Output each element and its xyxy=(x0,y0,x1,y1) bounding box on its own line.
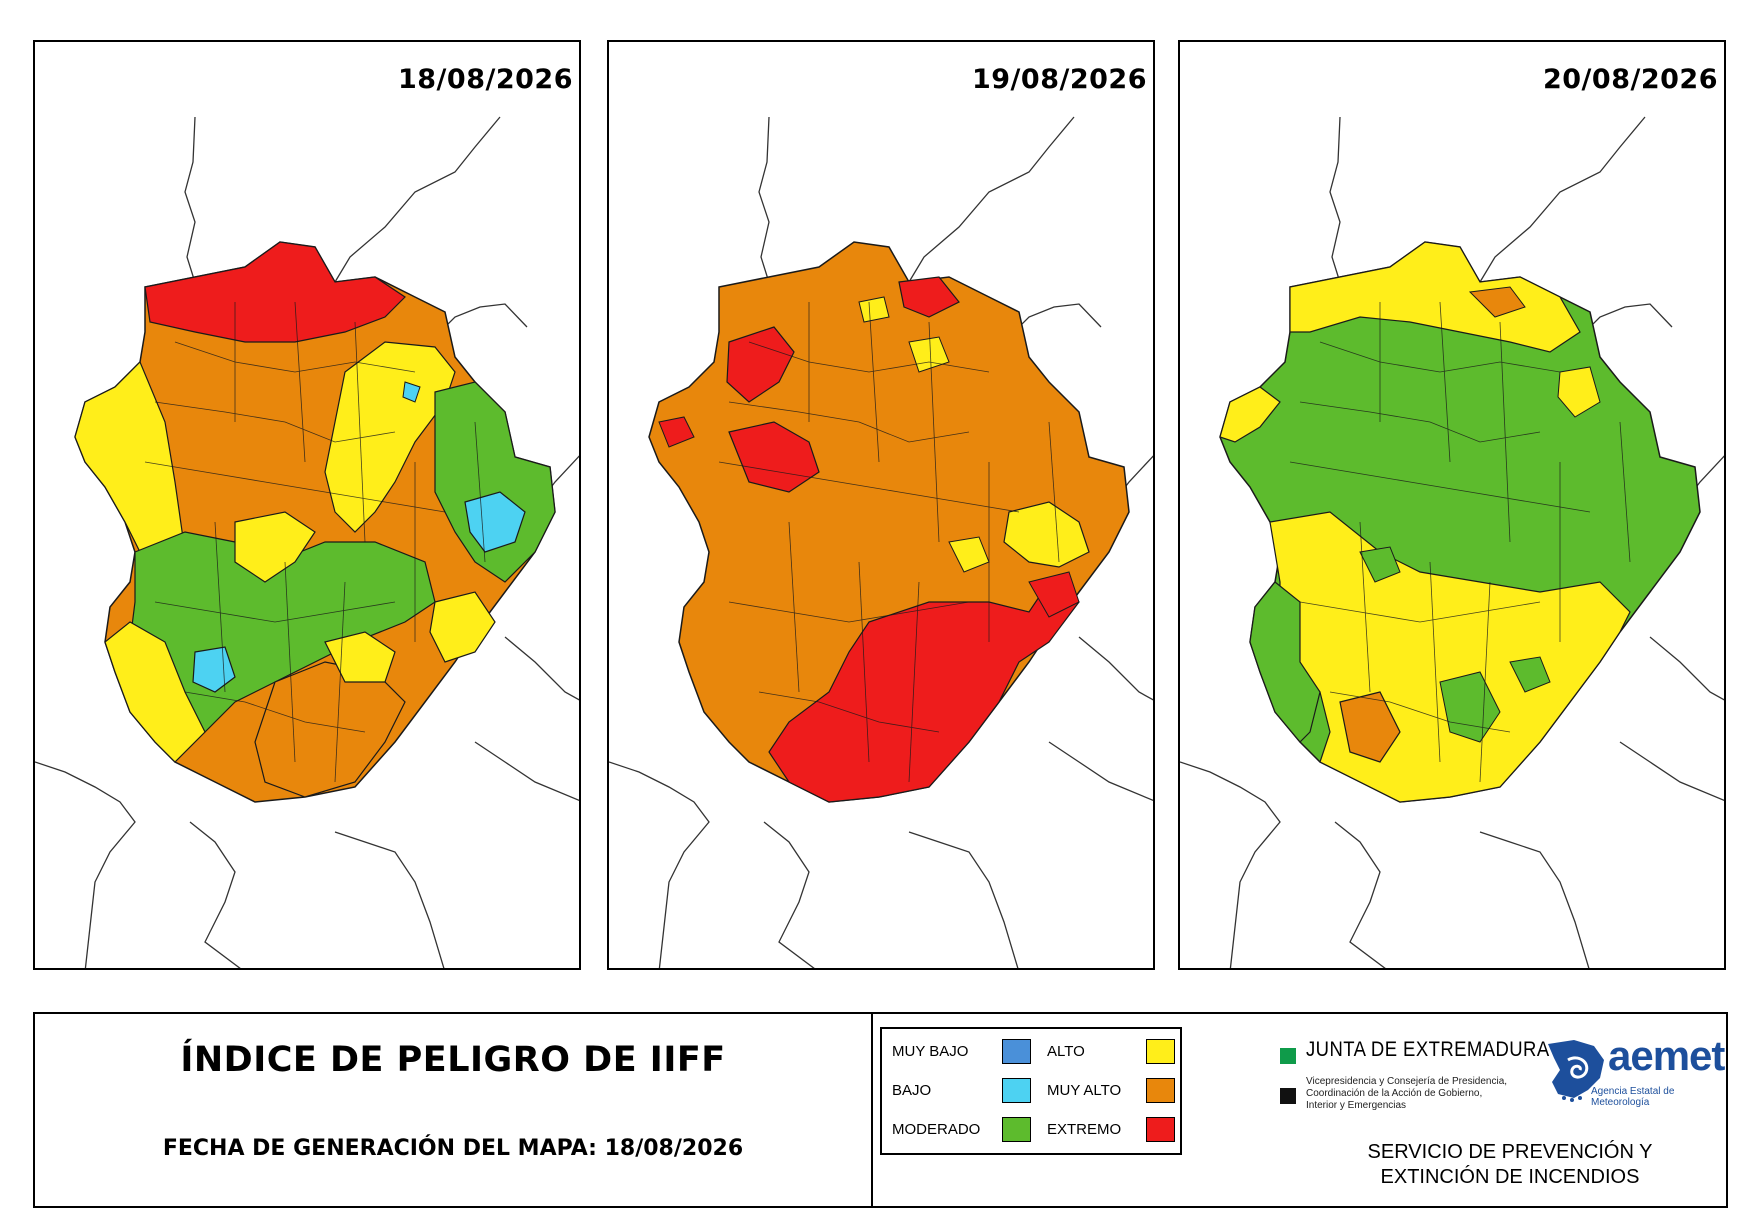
junta-subtitle: Vicepresidencia y Consejería de Presiden… xyxy=(1306,1076,1536,1112)
service-line-2: EXTINCIÓN DE INCENDIOS xyxy=(1380,1166,1640,1188)
legend-swatch xyxy=(1002,1039,1031,1064)
junta-green-square xyxy=(1280,1048,1296,1064)
legend-row: MUY BAJO ALTO xyxy=(890,1037,1176,1067)
junta-black-square xyxy=(1280,1088,1296,1104)
legend-row: BAJO MUY ALTO xyxy=(890,1076,1176,1106)
service-name: SERVICIO DE PREVENCIÓN Y EXTINCIÓN DE IN… xyxy=(1300,1140,1720,1190)
legend-label: ALTO xyxy=(1047,1043,1085,1060)
legend-swatch xyxy=(1146,1039,1175,1064)
legend-label: MUY BAJO xyxy=(892,1043,969,1060)
legend-swatch xyxy=(1002,1117,1031,1142)
map-panel-day-3: 20/08/2026 xyxy=(1178,40,1726,970)
map-panel-day-2: 19/08/2026 xyxy=(607,40,1155,970)
legend-swatch xyxy=(1146,1078,1175,1103)
map-date-label: 19/08/2026 xyxy=(971,64,1147,95)
map-panel-day-1: 18/08/2026 xyxy=(33,40,581,970)
legend-swatch xyxy=(1002,1078,1031,1103)
region-map-day-2 xyxy=(609,116,1153,968)
generation-date: FECHA DE GENERACIÓN DEL MAPA: 18/08/2026 xyxy=(162,1136,744,1161)
legend-row: MODERADO EXTREMO xyxy=(890,1115,1176,1145)
legend-label: MODERADO xyxy=(892,1121,981,1138)
legend-label: EXTREMO xyxy=(1047,1121,1122,1138)
junta-subtitle-line: Interior y Emergencias xyxy=(1306,1100,1407,1111)
legend-swatch xyxy=(1146,1117,1175,1142)
logos-block: JUNTA DE EXTREMADURA Vicepresidencia y C… xyxy=(1278,1032,1728,1118)
map-date-label: 20/08/2026 xyxy=(1542,64,1718,95)
service-line-1: SERVICIO DE PREVENCIÓN Y xyxy=(1367,1141,1653,1163)
region-map-day-1 xyxy=(35,116,579,968)
junta-subtitle-line: Coordinación de la Acción de Gobierno, xyxy=(1306,1088,1483,1099)
aemet-emblem-icon xyxy=(1548,1040,1604,1102)
legend: MUY BAJO ALTO BAJO MUY ALTO MODERADO EXT… xyxy=(880,1027,1182,1155)
aemet-logo-text: aemet xyxy=(1608,1032,1725,1079)
map-title: ÍNDICE DE PELIGRO DE IIFF xyxy=(180,1040,726,1080)
footer-box: ÍNDICE DE PELIGRO DE IIFF FECHA DE GENER… xyxy=(33,1012,1728,1208)
legend-label: MUY ALTO xyxy=(1047,1082,1122,1099)
junta-subtitle-line: Vicepresidencia y Consejería de Presiden… xyxy=(1306,1076,1508,1087)
legend-label: BAJO xyxy=(892,1082,932,1099)
map-date-label: 18/08/2026 xyxy=(397,64,573,95)
footer-divider xyxy=(871,1014,873,1206)
junta-logo-text: JUNTA DE EXTREMADURA xyxy=(1306,1038,1550,1061)
aemet-subtitle: Agencia Estatal de Meteorología xyxy=(1591,1086,1675,1108)
region-map-day-3 xyxy=(1180,116,1724,968)
